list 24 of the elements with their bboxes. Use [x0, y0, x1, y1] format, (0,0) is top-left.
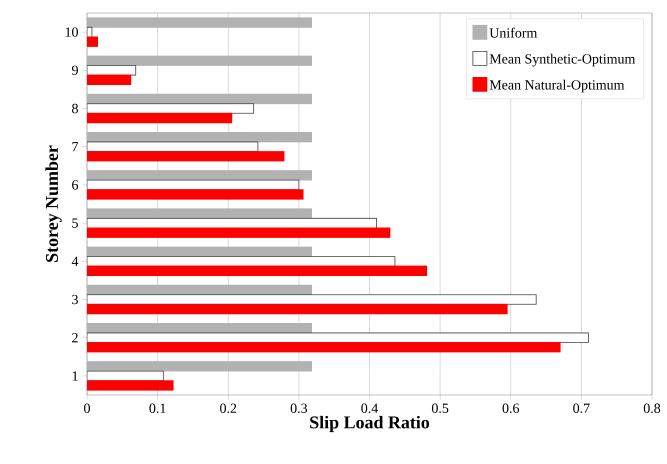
x-tick-label: 0.8	[644, 404, 660, 414]
y-tick-label: 7	[72, 142, 78, 152]
x-tick-label: 0.6	[502, 404, 520, 414]
x-tick-label: 0	[84, 404, 90, 413]
y-tick-label: 6	[72, 180, 78, 190]
y-tick-label: 10	[66, 27, 78, 37]
y-tick-label: 4	[72, 256, 78, 266]
legend-label: Mean Natural-Optimum	[490, 80, 624, 92]
legend-label: Uniform	[490, 28, 538, 38]
y-tick-label: 2	[72, 333, 78, 342]
x-tick-label: 0.2	[220, 404, 236, 414]
x-axis-title: Slip Load Ratio	[310, 416, 430, 432]
y-tick-label: 3	[72, 294, 78, 304]
y-tick-label: 8	[72, 104, 78, 114]
x-tick-label: 0.3	[290, 404, 308, 414]
y-axis-title: Storey Number	[45, 146, 62, 262]
text: Mean Synthetic-Optimum	[490, 54, 636, 66]
x-tick-label: 0.7	[573, 404, 590, 414]
x-tick-label: 0.4	[361, 404, 378, 414]
y-tick-label: 1	[72, 371, 78, 381]
y-tick-label: 9	[72, 66, 78, 75]
y-tick-label: 5	[72, 218, 78, 228]
x-tick-label: 0.5	[432, 404, 448, 414]
x-tick-label: 0.1	[149, 404, 166, 414]
